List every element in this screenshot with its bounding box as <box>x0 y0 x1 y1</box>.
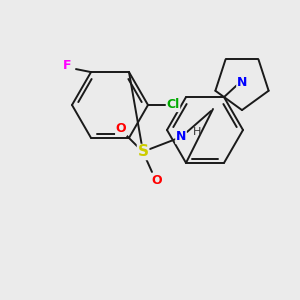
Text: O: O <box>152 173 162 187</box>
Text: Cl: Cl <box>167 98 180 112</box>
Text: F: F <box>63 58 71 72</box>
Text: H: H <box>193 127 201 137</box>
Text: S: S <box>137 145 148 160</box>
Text: O: O <box>116 122 126 136</box>
Text: N: N <box>176 130 186 143</box>
Text: N: N <box>237 76 247 88</box>
